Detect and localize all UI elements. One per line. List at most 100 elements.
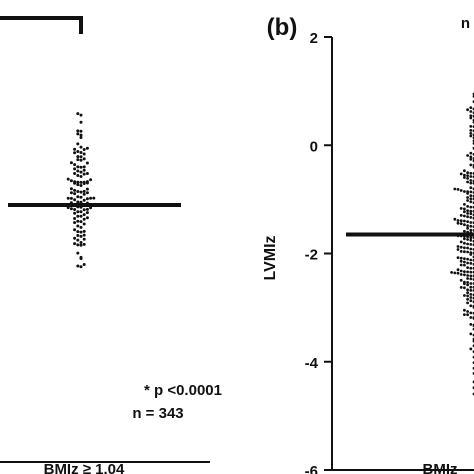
data-point <box>82 208 86 212</box>
data-point <box>469 311 473 315</box>
data-point <box>79 133 83 137</box>
data-point <box>69 196 73 200</box>
data-point <box>459 240 463 244</box>
data-point <box>82 165 86 169</box>
data-point <box>73 147 77 151</box>
data-point <box>466 226 469 230</box>
data-point <box>469 236 473 240</box>
data-point <box>76 234 80 237</box>
data-point <box>466 220 469 224</box>
data-point <box>459 273 463 276</box>
p-value-text: * p <0.0001 <box>144 382 222 399</box>
data-point <box>466 301 469 305</box>
data-point <box>466 199 469 202</box>
data-point <box>469 262 473 265</box>
data-point <box>82 213 86 217</box>
data-point <box>453 187 457 191</box>
data-point <box>466 250 469 254</box>
data-point <box>456 271 460 275</box>
data-point <box>76 150 80 153</box>
data-point <box>469 181 473 185</box>
data-point <box>82 189 86 193</box>
data-point <box>463 263 466 267</box>
data-point <box>469 216 473 219</box>
data-point <box>73 208 77 211</box>
data-point <box>82 157 86 161</box>
data-point <box>469 221 473 224</box>
data-point <box>79 129 83 133</box>
data-point <box>85 172 89 175</box>
data-point <box>459 256 463 260</box>
data-point <box>463 294 466 297</box>
data-point <box>450 271 453 274</box>
data-point <box>79 175 83 178</box>
data-point <box>85 146 89 150</box>
data-point <box>469 194 473 198</box>
data-point <box>73 167 77 171</box>
data-point <box>82 148 86 151</box>
data-point <box>76 224 80 228</box>
data-point <box>459 269 463 273</box>
data-point <box>459 222 463 226</box>
panel-b-points <box>450 92 474 396</box>
data-point <box>469 266 473 270</box>
data-point <box>76 200 80 204</box>
data-point <box>466 154 469 157</box>
data-point <box>466 283 469 287</box>
data-point <box>466 291 469 295</box>
data-point <box>85 216 89 220</box>
data-point <box>82 222 86 226</box>
data-point <box>466 297 469 301</box>
data-point <box>76 155 80 159</box>
data-point <box>469 296 473 299</box>
data-point <box>469 197 473 201</box>
data-point <box>469 163 473 167</box>
data-point <box>66 196 70 200</box>
panel-a: * p <0.0001 n = 343 BMIz ≥ 1.04 <box>0 16 222 474</box>
data-point <box>459 219 463 223</box>
data-point <box>76 251 80 255</box>
data-point <box>463 210 466 214</box>
data-point <box>76 219 80 223</box>
data-point <box>466 215 469 219</box>
data-point <box>76 129 80 133</box>
data-point <box>469 299 473 303</box>
data-point <box>466 274 469 277</box>
data-point <box>76 183 80 187</box>
data-point <box>463 219 466 223</box>
data-point <box>466 310 469 313</box>
data-point <box>466 171 469 175</box>
data-point <box>469 243 473 246</box>
data-point <box>82 198 86 202</box>
data-point <box>79 265 83 269</box>
y-tick-label: -2 <box>305 247 318 264</box>
data-point <box>79 214 83 218</box>
data-point <box>469 277 473 281</box>
data-point <box>85 161 89 165</box>
data-point <box>466 261 469 265</box>
data-point <box>463 173 466 177</box>
data-point <box>469 332 473 336</box>
data-point <box>82 168 86 172</box>
data-point <box>469 289 473 292</box>
data-point <box>459 250 463 253</box>
data-point <box>79 151 83 154</box>
data-point <box>79 220 83 224</box>
data-point <box>463 241 466 245</box>
data-point <box>73 188 77 192</box>
data-point <box>463 207 466 211</box>
data-point <box>469 155 473 159</box>
data-point <box>76 243 80 247</box>
data-point <box>466 281 469 284</box>
data-point <box>469 190 473 194</box>
data-point <box>85 180 89 184</box>
data-point <box>69 179 73 183</box>
data-point <box>459 286 463 289</box>
data-point <box>456 256 460 259</box>
data-point <box>459 263 463 267</box>
data-point <box>466 277 469 280</box>
data-point <box>73 217 77 220</box>
data-point <box>69 191 73 195</box>
data-point <box>76 210 80 214</box>
data-point <box>469 171 473 175</box>
